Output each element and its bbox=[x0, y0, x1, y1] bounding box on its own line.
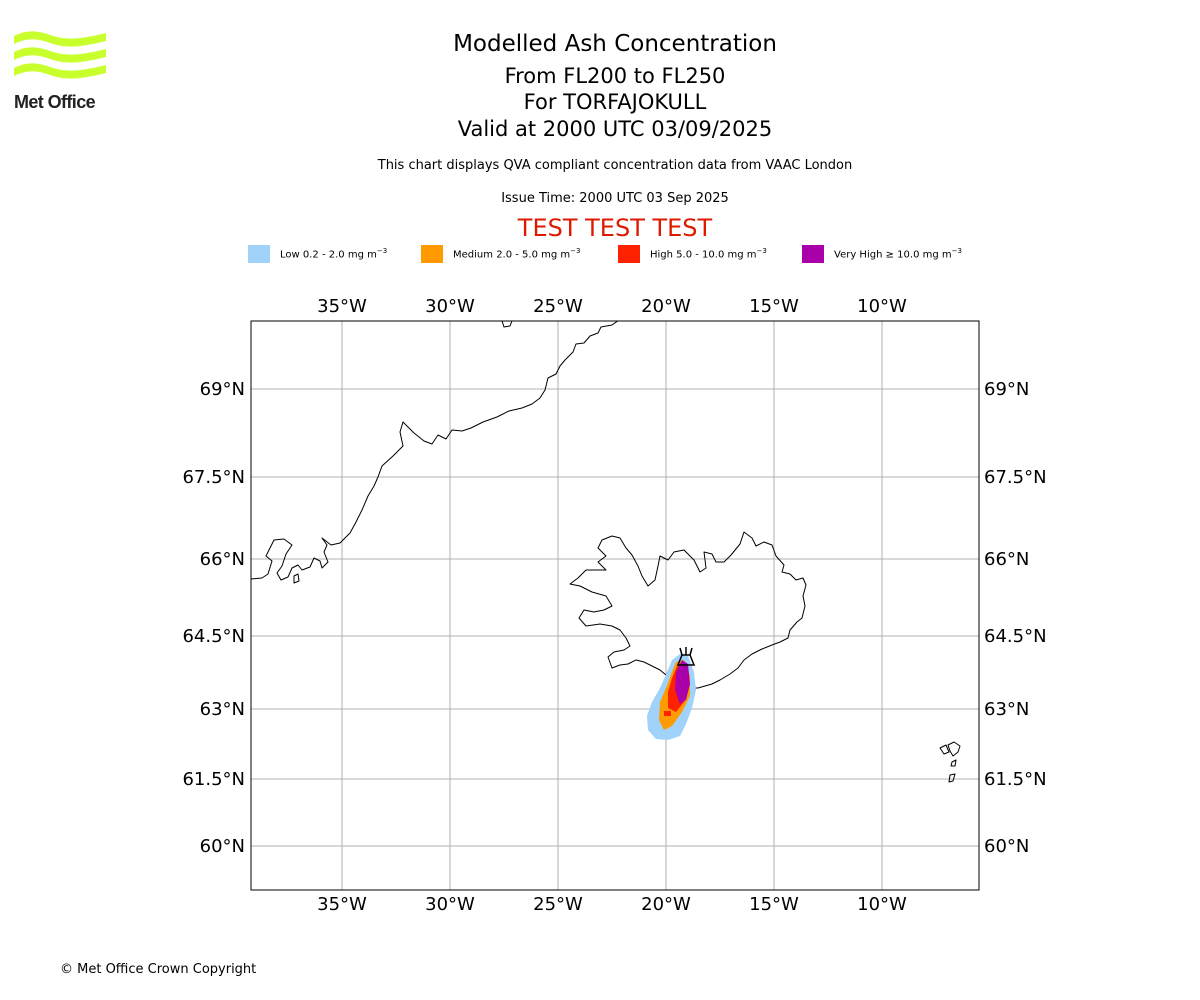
lon-label: 20°W bbox=[641, 894, 691, 915]
lat-label: 64.5°N bbox=[182, 626, 245, 647]
test-banner: TEST TEST TEST bbox=[517, 214, 713, 242]
lat-label: 61.5°N bbox=[182, 769, 245, 790]
flight-level-range: From FL200 to FL250 bbox=[504, 64, 726, 88]
copyright-notice: © Met Office Crown Copyright bbox=[60, 962, 257, 977]
chart-description: This chart displays QVA compliant concen… bbox=[377, 158, 853, 173]
iceland-coastline bbox=[569, 531, 807, 689]
legend-label-medium: Medium 2.0 - 5.0 mg m−3 bbox=[453, 247, 581, 261]
greenland-coastline bbox=[251, 321, 619, 581]
lon-label: 10°W bbox=[857, 296, 907, 317]
lat-label: 63°N bbox=[984, 699, 1029, 720]
lon-label: 15°W bbox=[749, 894, 799, 915]
lon-label: 15°W bbox=[749, 296, 799, 317]
map-gridlines bbox=[251, 321, 979, 890]
faroe-islands-coastline bbox=[939, 741, 961, 783]
lat-label: 69°N bbox=[200, 379, 245, 400]
chart-title: Modelled Ash Concentration bbox=[453, 31, 777, 57]
legend-item-very-high: Very High ≥ 10.0 mg m−3 bbox=[802, 245, 962, 263]
logo-text: Met Office bbox=[14, 92, 96, 112]
lat-label: 67.5°N bbox=[182, 467, 245, 488]
lat-label: 69°N bbox=[984, 379, 1029, 400]
greenland-coastline-north bbox=[501, 321, 513, 328]
lon-label: 35°W bbox=[317, 296, 367, 317]
ash-contour-very-high bbox=[675, 660, 690, 704]
lat-label: 60°N bbox=[200, 836, 245, 857]
lat-label: 66°N bbox=[200, 549, 245, 570]
legend-item-high: High 5.0 - 10.0 mg m−3 bbox=[618, 245, 767, 263]
lon-label: 25°W bbox=[533, 296, 583, 317]
lat-labels-left: 69°N 67.5°N 66°N 64.5°N 63°N 61.5°N 60°N bbox=[182, 379, 245, 857]
legend-swatch-very-high bbox=[802, 245, 824, 263]
legend-item-low: Low 0.2 - 2.0 mg m−3 bbox=[248, 245, 387, 263]
lat-label: 60°N bbox=[984, 836, 1029, 857]
legend-label-high: High 5.0 - 10.0 mg m−3 bbox=[650, 247, 767, 261]
lat-label: 66°N bbox=[984, 549, 1029, 570]
volcano-symbol-icon bbox=[676, 647, 696, 666]
issue-time: Issue Time: 2000 UTC 03 Sep 2025 bbox=[501, 191, 729, 206]
lat-label: 67.5°N bbox=[984, 467, 1047, 488]
lon-label: 10°W bbox=[857, 894, 907, 915]
legend-item-medium: Medium 2.0 - 5.0 mg m−3 bbox=[421, 245, 580, 263]
lat-labels-right: 69°N 67.5°N 66°N 64.5°N 63°N 61.5°N 60°N bbox=[984, 379, 1047, 857]
lat-label: 63°N bbox=[200, 699, 245, 720]
lat-label: 64.5°N bbox=[984, 626, 1047, 647]
lon-label: 35°W bbox=[317, 894, 367, 915]
legend-label-very-high: Very High ≥ 10.0 mg m−3 bbox=[834, 247, 962, 261]
map-frame bbox=[250, 320, 980, 891]
legend-swatch-low bbox=[248, 245, 270, 263]
met-office-logo: Met Office bbox=[14, 30, 108, 112]
logo-waves-icon bbox=[14, 31, 106, 79]
greenland-coastline-islet bbox=[293, 573, 300, 584]
lon-label: 30°W bbox=[425, 894, 475, 915]
lat-label: 61.5°N bbox=[984, 769, 1047, 790]
lon-label: 30°W bbox=[425, 296, 475, 317]
legend-swatch-medium bbox=[421, 245, 443, 263]
lon-labels-top: 35°W 30°W 25°W 20°W 15°W 10°W bbox=[317, 296, 907, 317]
lon-labels-bottom: 35°W 30°W 25°W 20°W 15°W 10°W bbox=[317, 894, 907, 915]
legend-swatch-high bbox=[618, 245, 640, 263]
legend-label-low: Low 0.2 - 2.0 mg m−3 bbox=[280, 247, 388, 261]
lon-label: 20°W bbox=[641, 296, 691, 317]
valid-time: Valid at 2000 UTC 03/09/2025 bbox=[457, 117, 773, 141]
ash-contour-high-spot bbox=[664, 711, 671, 716]
volcano-name: For TORFAJOKULL bbox=[523, 90, 707, 114]
lon-label: 25°W bbox=[533, 894, 583, 915]
